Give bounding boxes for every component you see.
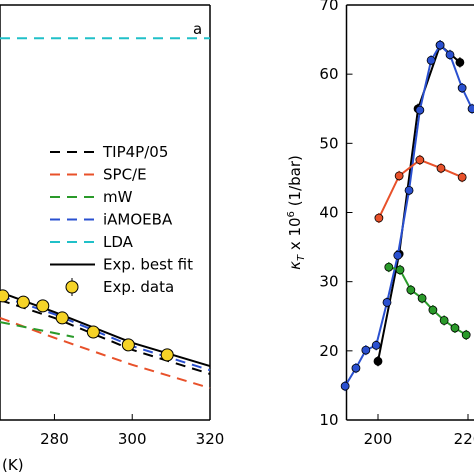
data-point (16, 295, 30, 309)
x-tick-label: 200 (364, 430, 393, 448)
y-label-part: T (296, 254, 307, 261)
data-point (86, 325, 100, 339)
data-point (445, 50, 455, 60)
x-tick-label: 320 (196, 430, 225, 448)
data-point (461, 330, 471, 340)
data-point (384, 262, 394, 272)
data-point (467, 104, 474, 114)
data-point (373, 356, 383, 366)
legend-label: iAMOEBA (103, 211, 173, 229)
y-tick-label: 30 (319, 273, 338, 291)
data-point (160, 348, 174, 362)
data-point (121, 338, 135, 352)
x-tick-label: 280 (40, 430, 69, 448)
data-point (404, 185, 414, 195)
data-point (415, 105, 425, 115)
data-point (439, 315, 449, 325)
data-point (395, 265, 405, 275)
legend-label: TIP4P/05 (102, 143, 168, 161)
data-point (382, 298, 392, 307)
legend-marker (65, 280, 79, 294)
y-tick-label: 70 (319, 0, 338, 14)
y-label-part: 6 (286, 211, 297, 217)
y-tick-label: 50 (319, 134, 338, 152)
data-point (457, 83, 467, 93)
legend-label: LDA (103, 233, 134, 251)
data-point (417, 293, 427, 303)
y-tick-label: 10 (319, 411, 338, 429)
data-point (374, 213, 384, 223)
data-point (450, 323, 460, 333)
data-point (0, 289, 10, 303)
legend-label: Exp. data (103, 278, 174, 296)
legend-label: SPC/E (103, 166, 147, 184)
data-point (455, 58, 465, 67)
x-axis-label: (K) (2, 456, 24, 474)
y-label-part: (1/bar) (286, 155, 304, 211)
x-tick-label: 300 (118, 430, 147, 448)
data-point (436, 163, 446, 173)
data-point (371, 340, 381, 350)
data-point (340, 381, 350, 391)
data-point (351, 363, 361, 373)
x-tick-label: 220 (454, 430, 474, 448)
legend-label: Exp. best fit (103, 256, 193, 274)
data-point (426, 55, 436, 65)
data-point (435, 40, 445, 50)
y-label-part: κ (286, 261, 304, 270)
data-point (394, 171, 404, 181)
panel-label: a (193, 20, 202, 38)
data-point (406, 285, 416, 295)
y-tick-label: 60 (319, 65, 338, 83)
legend-label: mW (103, 188, 133, 206)
data-point (393, 250, 403, 260)
data-point (428, 305, 438, 315)
y-axis-label: κT x 106 (1/bar) (286, 155, 307, 270)
y-tick-label: 40 (319, 204, 338, 222)
y-label-part: x 10 (286, 217, 304, 255)
data-point (36, 299, 50, 313)
data-point (415, 155, 425, 165)
data-point (361, 345, 371, 355)
data-point (457, 172, 467, 182)
data-point (55, 311, 69, 325)
series-line (0, 321, 75, 338)
y-tick-label: 20 (319, 342, 338, 360)
